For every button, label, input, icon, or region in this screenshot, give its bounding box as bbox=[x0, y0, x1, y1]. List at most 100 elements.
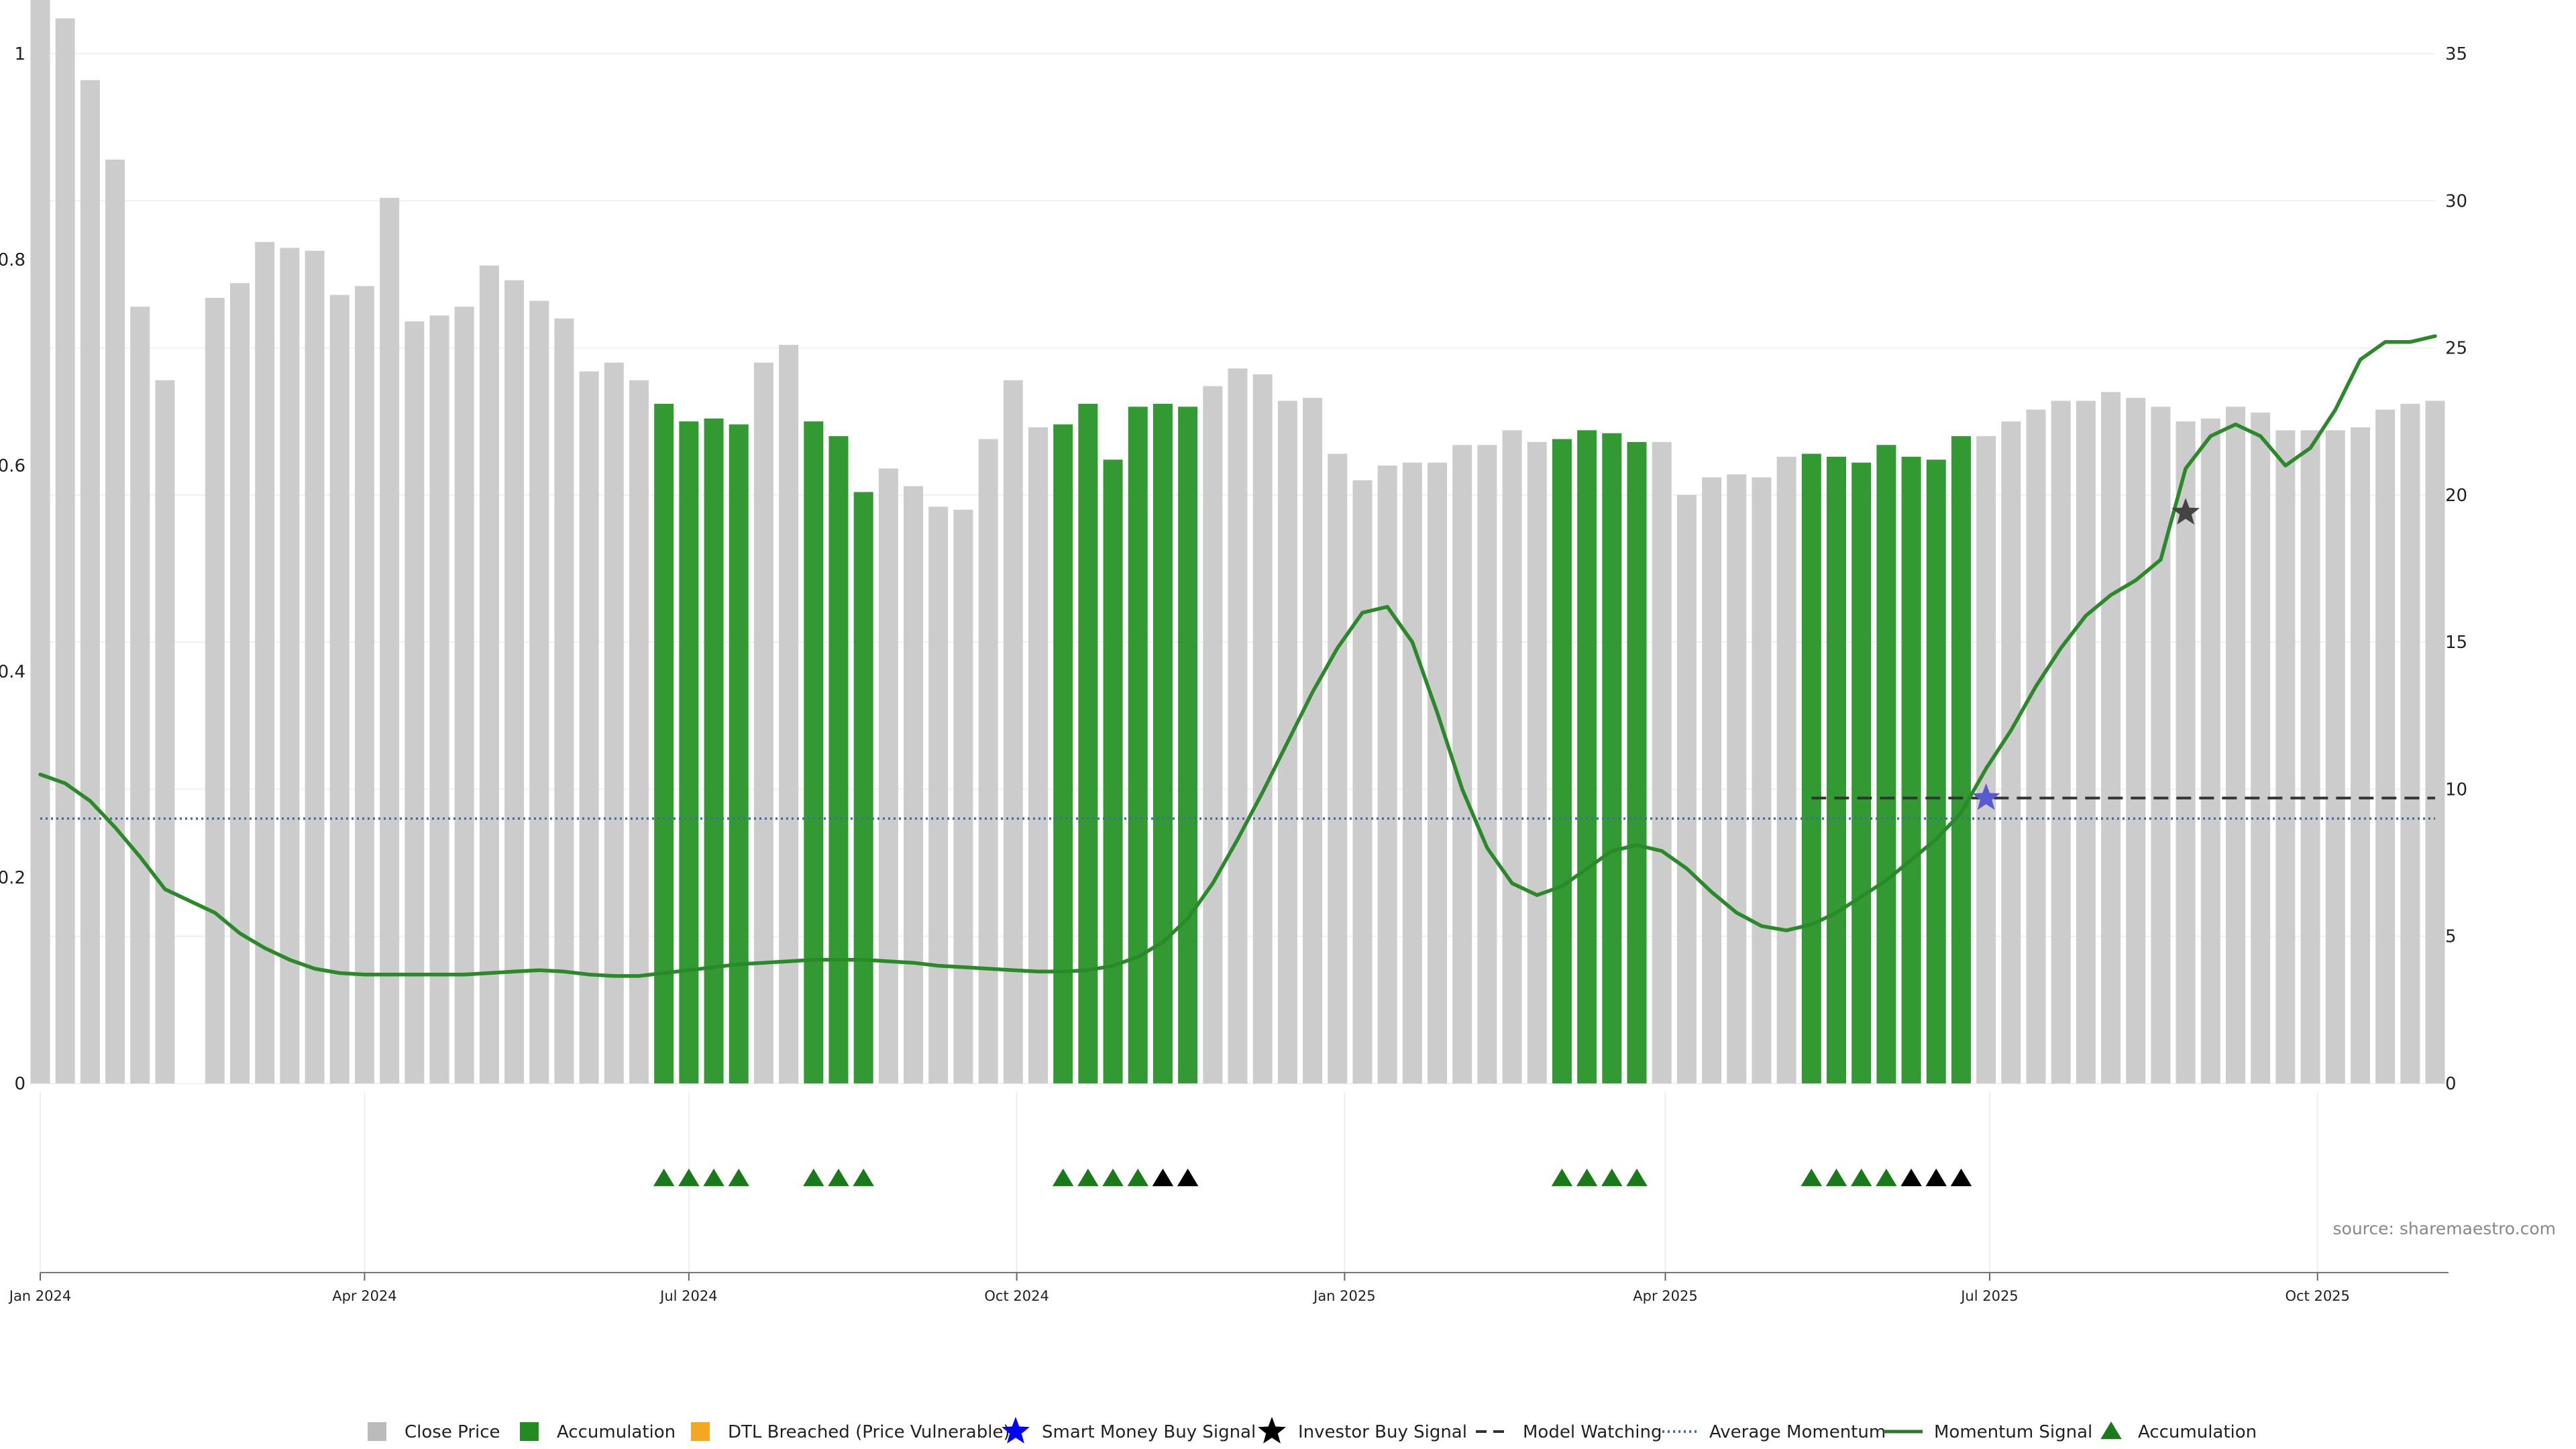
accumulation-triangle bbox=[1601, 1169, 1623, 1187]
close-price-bar bbox=[1527, 441, 1547, 1083]
accumulation-bar bbox=[1851, 462, 1872, 1083]
accumulation-bar bbox=[1577, 430, 1597, 1083]
close-price-bar bbox=[604, 362, 624, 1083]
close-price-bar bbox=[305, 250, 325, 1083]
close-price-bar bbox=[255, 241, 275, 1084]
legend-item: Momentum Signal bbox=[1884, 1422, 2092, 1442]
close-price-bar bbox=[479, 265, 499, 1083]
axes: 0 5 10 15 20 25 30 35 0 0.2 0.4 0.6 0.8 1 Jan 2024 Apr … bbox=[0, 44, 2467, 1304]
close-price-bar bbox=[1028, 427, 1048, 1083]
legend-swatch bbox=[520, 1422, 539, 1441]
close-price-bar bbox=[2151, 407, 2171, 1083]
momentum-signal-line bbox=[38, 334, 2437, 978]
close-price-bar bbox=[2101, 392, 2121, 1083]
left-tick-label: 0 bbox=[14, 1074, 25, 1094]
accumulation-bar bbox=[1951, 436, 1971, 1083]
close-price-bar bbox=[504, 280, 525, 1084]
close-price-bar bbox=[30, 0, 50, 1084]
close-price-bar bbox=[2200, 418, 2220, 1083]
accumulation-bar bbox=[704, 418, 724, 1083]
accumulation-bar bbox=[1901, 456, 1921, 1083]
close-price-bar bbox=[2176, 421, 2196, 1083]
close-price-bar bbox=[779, 345, 799, 1083]
accumulation-triangle bbox=[853, 1169, 874, 1187]
legend-label: Accumulation bbox=[557, 1422, 676, 1442]
accumulation-triangle bbox=[1850, 1169, 1872, 1187]
accumulation-triangle bbox=[1876, 1169, 1897, 1187]
close-price-bar bbox=[1402, 462, 1422, 1083]
right-tick-label: 10 bbox=[2445, 780, 2467, 800]
close-price-bar bbox=[1652, 441, 1672, 1083]
legend-item: Investor Buy Signal bbox=[1258, 1417, 1467, 1444]
accumulation-bar bbox=[1876, 445, 1896, 1083]
close-price-bar bbox=[928, 506, 949, 1083]
right-tick-label: 0 bbox=[2445, 1074, 2457, 1094]
close-price-bar bbox=[2001, 421, 2021, 1083]
black-triangle bbox=[1925, 1169, 1947, 1187]
close-price-bar bbox=[529, 301, 549, 1083]
close-price-bar bbox=[2400, 403, 2420, 1083]
close-price-bar bbox=[2300, 430, 2320, 1083]
black-triangle bbox=[1152, 1169, 1174, 1187]
black-triangle bbox=[1177, 1169, 1199, 1187]
close-price-bar bbox=[2226, 407, 2245, 1083]
close-price-bar bbox=[1003, 380, 1023, 1084]
right-tick-label: 5 bbox=[2445, 927, 2457, 947]
black-triangle bbox=[1950, 1169, 1972, 1187]
legend: Close Price Accumulation DTL Breached (Pri… bbox=[368, 1417, 2257, 1444]
left-tick-label: 1 bbox=[14, 44, 25, 64]
close-price-bar bbox=[2076, 400, 2096, 1083]
close-price-bars bbox=[30, 0, 2445, 1084]
accumulation-triangle bbox=[1626, 1169, 1648, 1187]
legend-item: Close Price bbox=[368, 1422, 500, 1442]
legend-swatch bbox=[691, 1422, 710, 1441]
accumulation-triangle bbox=[1801, 1169, 1823, 1187]
close-price-bar bbox=[1702, 477, 1722, 1083]
accumulation-triangle bbox=[1052, 1169, 1074, 1187]
x-tick-label: Oct 2024 bbox=[984, 1288, 1049, 1304]
accumulation-triangle bbox=[1825, 1169, 1847, 1187]
x-tick-label: Apr 2025 bbox=[1633, 1288, 1697, 1304]
close-price-bar bbox=[329, 294, 350, 1084]
accumulation-bar bbox=[828, 436, 849, 1083]
accumulation-triangle bbox=[803, 1169, 824, 1187]
accumulation-bar bbox=[853, 492, 873, 1083]
accumulation-triangle bbox=[1077, 1169, 1099, 1187]
close-price-bar bbox=[1328, 453, 1348, 1083]
legend-item: Smart Money Buy Signal bbox=[1002, 1417, 1256, 1444]
black-triangle bbox=[1900, 1169, 1922, 1187]
accumulation-triangle bbox=[1551, 1169, 1573, 1187]
accumulation-triangle bbox=[1576, 1169, 1598, 1187]
right-tick-label: 30 bbox=[2445, 191, 2467, 211]
accumulation-bar bbox=[804, 421, 824, 1083]
close-price-bar bbox=[2350, 427, 2370, 1083]
x-tick-label: Jul 2025 bbox=[1960, 1288, 2018, 1304]
close-price-bar bbox=[1776, 456, 1796, 1083]
close-price-bar bbox=[978, 439, 998, 1083]
right-tick-label: 15 bbox=[2445, 633, 2467, 653]
close-price-bar bbox=[1203, 386, 1223, 1083]
legend-label: Accumulation bbox=[2138, 1422, 2257, 1442]
close-price-bar bbox=[155, 380, 175, 1084]
x-tick-label: Jul 2024 bbox=[659, 1288, 717, 1304]
close-price-bar bbox=[2275, 430, 2296, 1083]
legend-item: Model Watching bbox=[1476, 1422, 1662, 1442]
left-tick-label: 0.6 bbox=[0, 456, 25, 476]
accumulation-bar bbox=[1827, 456, 1846, 1083]
close-price-bar bbox=[80, 80, 100, 1083]
close-price-bar bbox=[1252, 374, 1273, 1083]
legend-triangle-icon bbox=[2100, 1421, 2122, 1440]
accumulation-triangle-panel bbox=[653, 1169, 1972, 1187]
close-price-bar bbox=[953, 509, 973, 1083]
x-tick-label: Jan 2024 bbox=[8, 1288, 72, 1304]
x-tick-label: Apr 2024 bbox=[332, 1288, 396, 1304]
close-price-bar bbox=[1502, 430, 1522, 1083]
legend-item: Accumulation bbox=[520, 1422, 676, 1442]
accumulation-triangle bbox=[703, 1169, 724, 1187]
accumulation-bar bbox=[1078, 403, 1098, 1083]
close-price-bar bbox=[380, 197, 400, 1083]
right-tick-label: 25 bbox=[2445, 339, 2467, 359]
close-price-bar bbox=[1428, 462, 1447, 1083]
close-price-bar bbox=[280, 248, 300, 1083]
